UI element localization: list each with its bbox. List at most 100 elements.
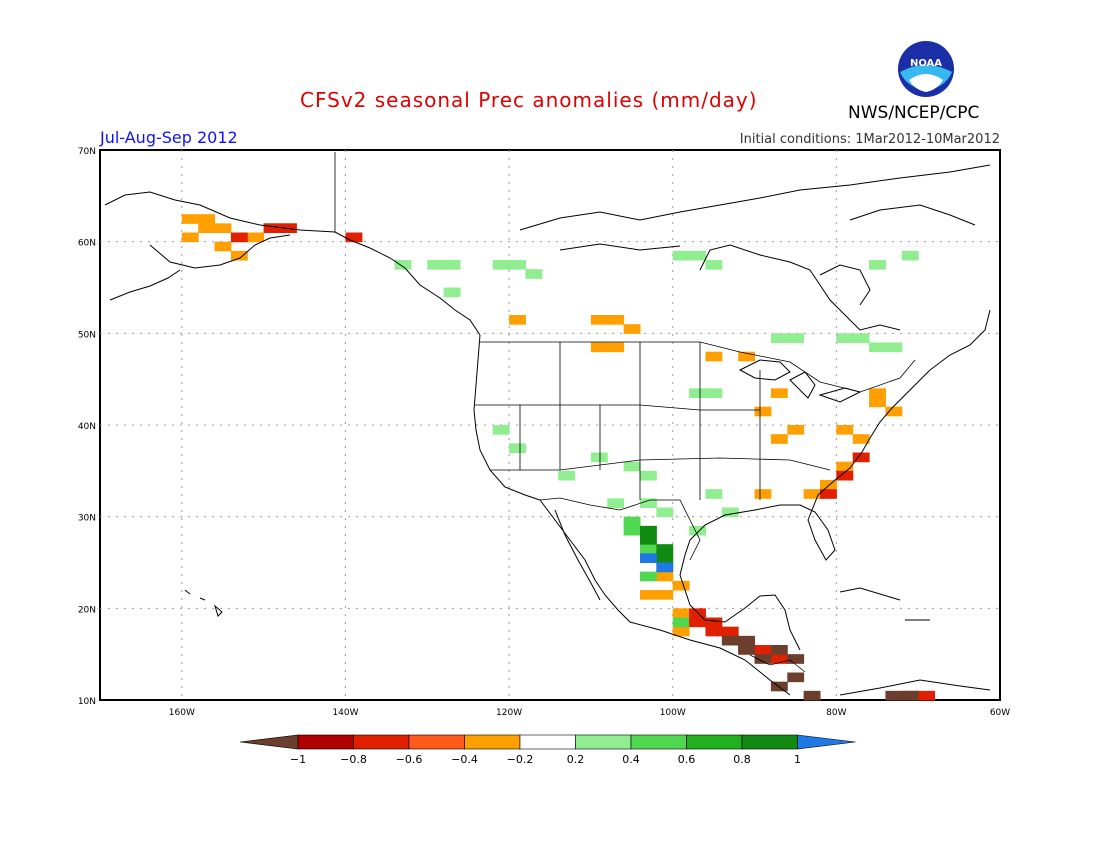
legend-max-arrow [797,734,856,750]
anomaly-cell-wet-light [443,287,461,298]
anomaly-cell-wet-light [672,250,690,261]
anomaly-cell-dry-orange [230,250,248,261]
anomaly-cell-dry-orange [770,388,788,398]
legend-label: −0.4 [451,753,478,766]
agency-label: NWS/NCEP/CPC [848,103,980,123]
legend-label: 0.2 [567,753,585,766]
anomaly-cell-dry-orange [852,434,870,444]
anomaly-cell-dry-orange [198,223,216,233]
anomaly-cell-dry-red [754,645,772,655]
lon-label: 160W [169,708,195,718]
anomaly-cell-dry-brown [738,635,756,646]
anomaly-cell-wet-light [492,425,510,435]
anomaly-cell-dry-brown [770,645,788,655]
anomaly-cell-wet-light [492,260,510,270]
anomaly-cell-dry-red [918,690,936,701]
anomaly-cell-wet-light [869,342,886,353]
legend-label: −0.8 [340,753,367,766]
anomaly-cell-wet-light [656,507,674,518]
lon-label: 100W [660,708,686,718]
anomaly-cell-wet-light [509,260,526,270]
anomaly-cell-wet-blue [640,553,657,563]
anomaly-cell-wet-light [705,388,723,398]
anomaly-cell-dry-orange [656,590,674,600]
legend-min-arrow [239,734,299,750]
anomaly-cell-wet-mid [623,525,641,536]
lat-label: 70N [78,147,96,157]
anomaly-cell-wet-light [623,461,641,472]
anomaly-cell-dry-red [852,452,870,463]
anomaly-cell-dry-orange [754,406,772,417]
noaa-logo-text: NOAA [910,58,942,69]
lon-label: 120W [496,708,522,718]
anomaly-cell-dry-red [705,626,723,637]
anomaly-cell-wet-dark [640,535,657,545]
anomaly-cell-wet-blue [656,562,674,573]
anomaly-cell-dry-orange [198,214,216,224]
anomaly-cell-dry-orange [656,571,674,582]
anomaly-cell-dry-orange [623,324,641,334]
anomaly-cell-wet-dark [656,544,674,554]
anomaly-cell-dry-orange [214,223,232,233]
legend-swatch [408,734,465,750]
anomaly-cell-wet-light [705,260,723,270]
initial-conditions-label: Initial conditions: 1Mar2012-10Mar2012 [739,132,1000,147]
anomaly-cell-dry-red [230,232,248,243]
legend-label: 0.6 [678,753,696,766]
legend-label: −1 [290,753,306,766]
anomaly-cell-dry-orange [869,388,886,398]
legend-label: −0.6 [396,753,423,766]
season-label: Jul-Aug-Sep 2012 [100,128,238,147]
legend-labels: −1 −0.8 −0.6 −0.4 −0.2 0.2 0.4 0.6 0.8 1 [290,753,801,766]
coastlines [104,164,991,696]
anomaly-cell-dry-orange [885,406,903,417]
anomaly-cell-dry-orange [181,214,199,224]
anomaly-cell-dry-brown [803,690,821,701]
anomaly-cell-dry-orange [770,434,788,444]
anomaly-cell-dry-red [770,654,788,664]
legend-swatch [630,734,687,750]
anomaly-cell-wet-light [509,443,526,453]
lat-label: 30N [78,514,96,524]
anomaly-cell-wet-mid [623,516,641,527]
lat-label: 40N [78,422,96,432]
anomaly-cell-wet-mid [672,617,690,628]
anomaly-cell-dry-orange [181,232,199,243]
anomaly-cell-dry-red [263,223,281,233]
anomaly-cell-wet-mid [640,544,657,554]
anomaly-cell-dry-brown [738,645,756,655]
anomaly-cell-dry-orange [803,489,821,499]
political-borders [334,152,916,673]
anomaly-cell-dry-brown [754,654,772,664]
anomaly-cell-dry-orange [869,397,886,408]
legend-label: 0.8 [733,753,751,766]
anomaly-cell-dry-orange [247,232,265,243]
anomaly-cell-wet-dark [640,525,657,536]
map-title: CFSv2 seasonal Prec anomalies (mm/day) [300,88,758,112]
anomaly-cell-dry-brown [901,690,919,701]
anomaly-cell-wet-light [558,470,576,481]
anomaly-cell-dry-orange [607,342,625,353]
anomaly-cell-dry-red [705,617,723,628]
anomaly-cell-wet-light [787,333,805,343]
anomaly-cell-dry-orange [640,590,657,600]
anomaly-cell-wet-light [705,489,723,499]
anomaly-cell-wet-light [427,260,445,270]
anomaly-cell-wet-light [869,260,886,270]
anomaly-cell-dry-orange [787,425,805,435]
anomaly-cell-wet-light [689,250,706,261]
anomaly-cell-wet-light [394,260,412,270]
legend-label: −0.2 [507,753,534,766]
anomaly-cell-dry-orange [214,241,232,252]
anomaly-cell-dry-orange [836,425,854,435]
anomaly-cell-wet-light [901,250,919,261]
anomaly-cell-dry-orange [590,315,608,325]
legend-label: 0.4 [622,753,640,766]
anomaly-cell-dry-red [345,232,363,243]
anomaly-cell-wet-dark [656,553,674,563]
anomaly-cell-wet-light [852,333,870,343]
graticule: 70N 60N 50N 40N 30N 20N 10N 160W 140W 120W 100W 80W… [78,147,1010,718]
anomaly-cell-wet-mid [640,571,657,582]
legend-swatch [297,734,354,750]
